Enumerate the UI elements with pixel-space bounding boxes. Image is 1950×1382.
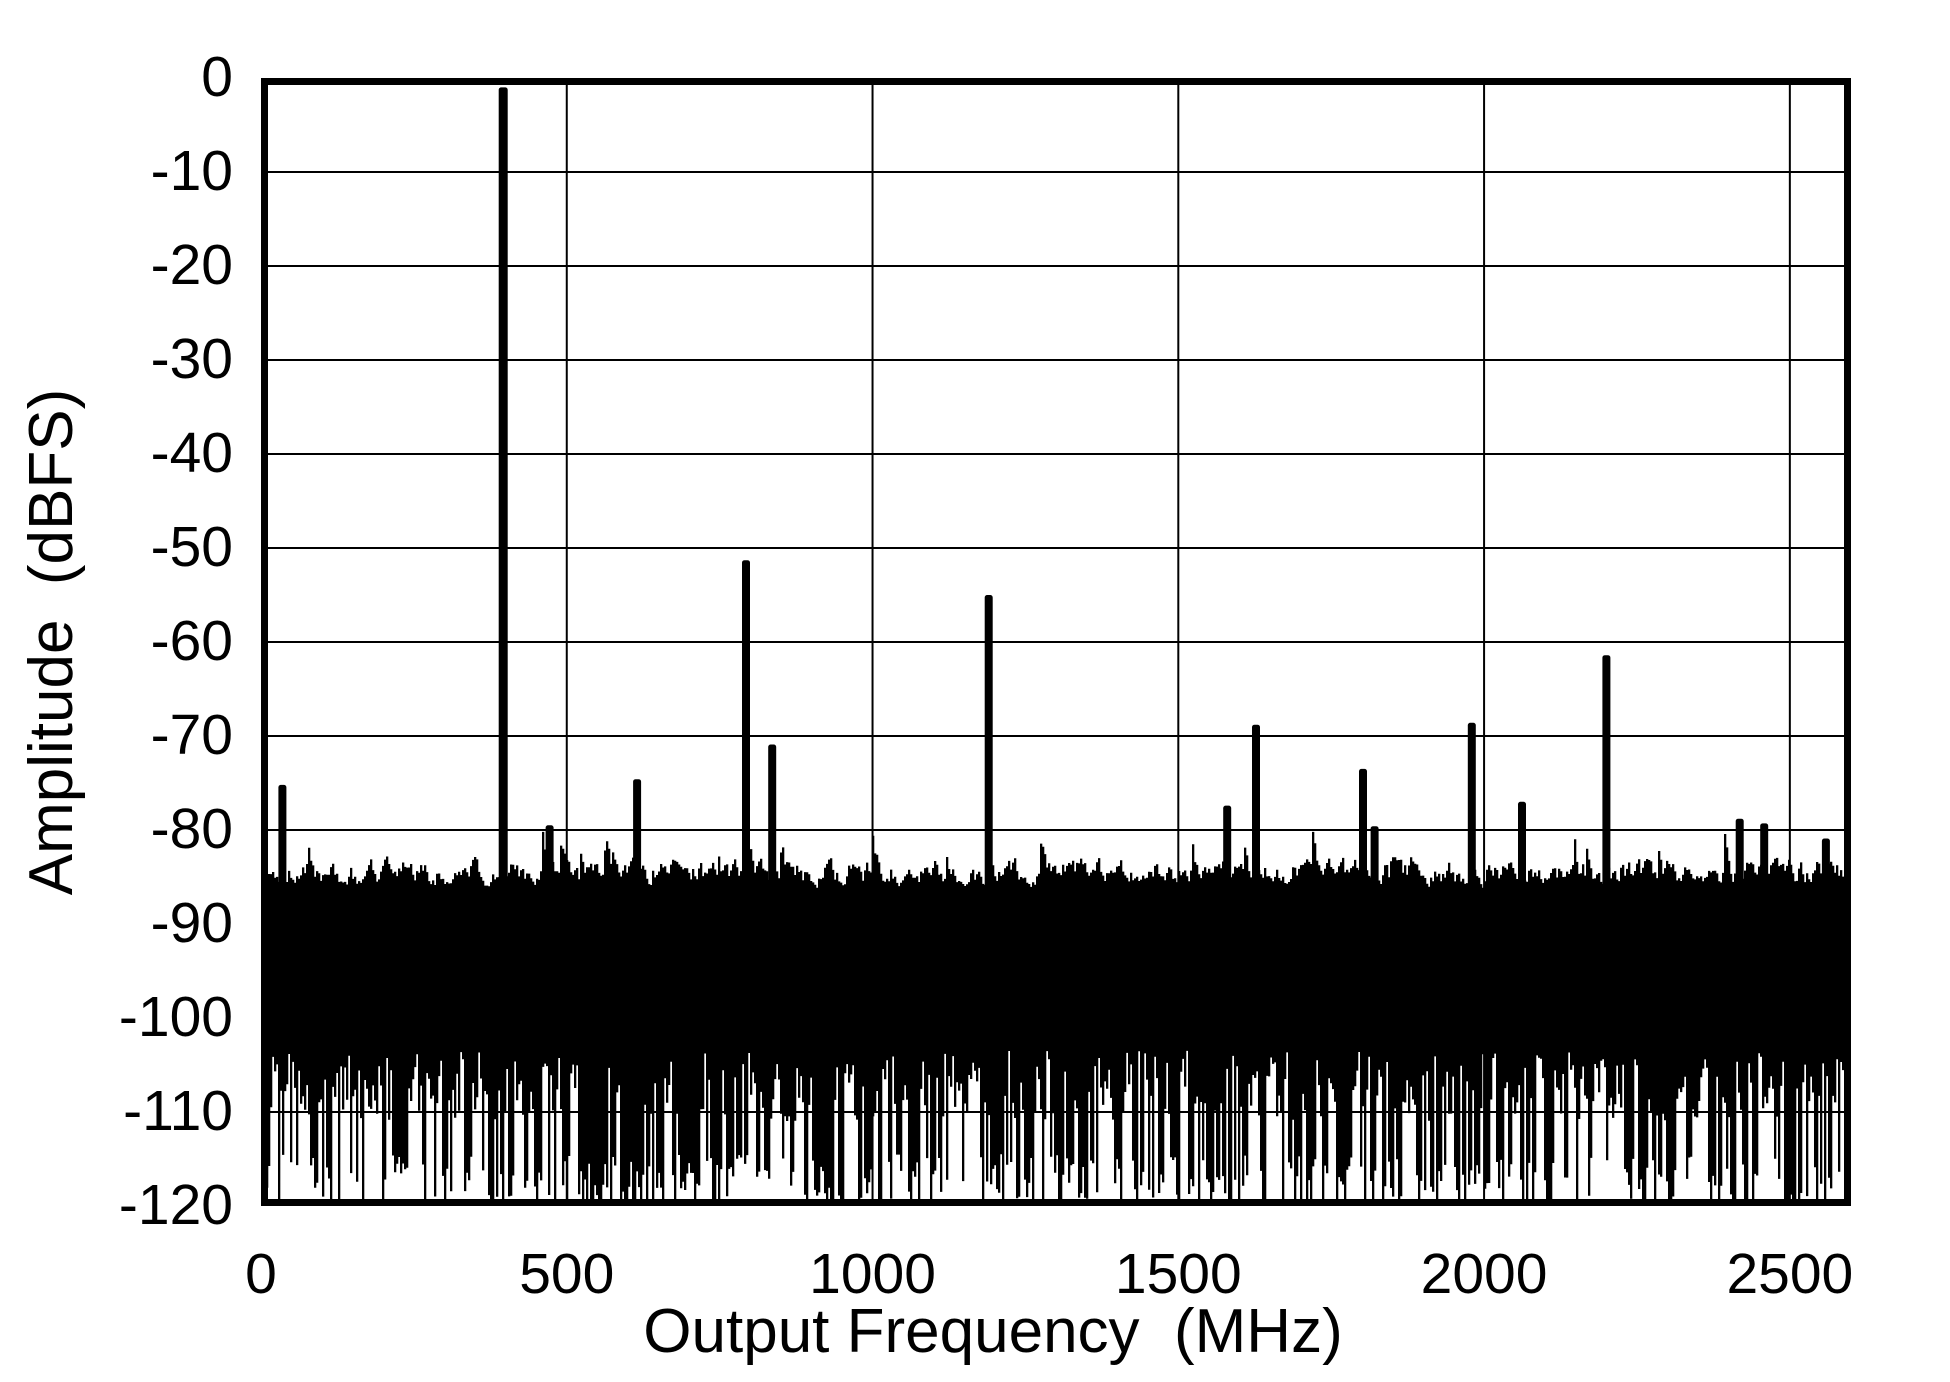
y-tick-label: -100	[118, 985, 233, 1049]
fundamental-peak	[498, 87, 508, 990]
spur-peak	[545, 825, 554, 990]
spur-peak	[1735, 818, 1744, 990]
spur-peak	[1467, 722, 1476, 990]
y-tick-label: -10	[150, 139, 233, 203]
spur-peak	[1359, 768, 1367, 990]
plot-border	[261, 78, 1851, 1206]
x-tick-label: 1000	[809, 1242, 936, 1306]
x-tick-label: 1500	[1114, 1242, 1242, 1306]
y-tick-label: 0	[201, 45, 233, 109]
x-axis-title: Output Frequency (MHz)	[643, 1297, 1343, 1366]
y-tick-label: -50	[150, 515, 233, 579]
x-tick-label: 500	[519, 1242, 615, 1306]
y-tick-label: -70	[150, 703, 233, 767]
spur-peak	[984, 595, 993, 990]
spur-peak	[1821, 838, 1830, 990]
y-tick-label: -110	[123, 1079, 233, 1143]
spur-peak	[278, 784, 287, 990]
y-tick-label: -40	[150, 421, 233, 485]
y-tick-label: -90	[150, 891, 233, 955]
spur-peak	[1252, 724, 1260, 990]
y-tick-label: -60	[150, 609, 233, 673]
y-tick-label: -30	[150, 327, 233, 391]
spur-peak	[1760, 823, 1769, 990]
x-tick-label: 2500	[1726, 1242, 1854, 1306]
y-tick-label: -80	[150, 797, 233, 861]
y-axis-title: Amplitude (dBFS)	[17, 388, 86, 896]
spur-peak	[768, 744, 777, 990]
spur-peak	[1223, 805, 1232, 990]
y-tick-label: -120	[118, 1173, 233, 1237]
spur-peak	[633, 779, 642, 990]
noise-floor-trace	[264, 831, 1849, 1206]
spur-peak	[742, 560, 750, 990]
spur-peak	[1602, 655, 1611, 990]
x-tick-label: 0	[245, 1242, 277, 1306]
x-tick-label: 2000	[1420, 1242, 1548, 1306]
y-tick-label: -20	[150, 233, 233, 297]
spur-peak	[1370, 826, 1379, 990]
spur-peak	[1518, 801, 1526, 990]
